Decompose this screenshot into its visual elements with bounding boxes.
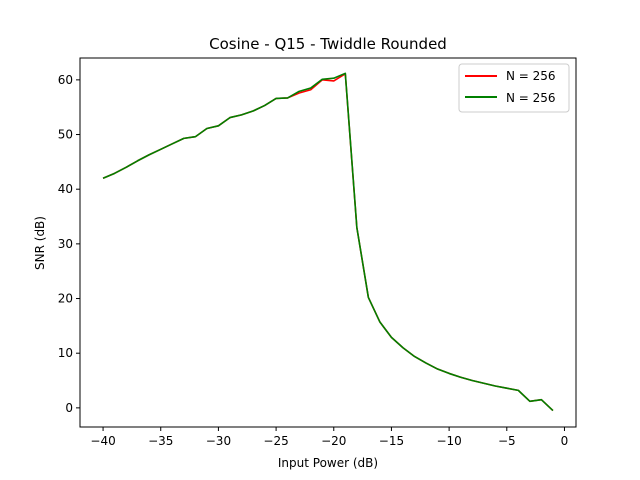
x-tick-label: −15	[379, 434, 404, 448]
y-axis-ticks: 0 10 20 30 40 50 60	[58, 73, 80, 415]
x-tick-label: −5	[498, 434, 516, 448]
plot-area: −40 −35 −30 −25 −20 −15 −10 −5 0 0 10 20 30 40 50 60	[58, 57, 577, 448]
legend-label-2: N = 256	[506, 91, 556, 105]
x-tick-label: −25	[263, 434, 288, 448]
y-tick-label: 60	[58, 73, 73, 87]
x-tick-label: −10	[436, 434, 461, 448]
x-axis-ticks: −40 −35 −30 −25 −20 −15 −10 −5 0	[90, 427, 568, 448]
y-tick-label: 40	[58, 182, 73, 196]
axes-frame	[79, 57, 577, 428]
chart-title: Cosine - Q15 - Twiddle Rounded	[209, 35, 447, 53]
legend-label-1: N = 256	[506, 69, 556, 83]
x-tick-label: −30	[206, 434, 231, 448]
y-axis-label: SNR (dB)	[33, 216, 47, 270]
y-tick-label: 50	[58, 128, 73, 142]
series-line-2	[102, 72, 554, 412]
y-tick-label: 0	[65, 401, 73, 415]
series-lines	[102, 72, 554, 412]
x-tick-label: −20	[321, 434, 346, 448]
x-tick-label: −35	[148, 434, 173, 448]
x-axis-label: Input Power (dB)	[278, 456, 378, 470]
y-tick-label: 10	[58, 346, 73, 360]
legend: N = 256 N = 256	[458, 63, 570, 113]
y-tick-label: 30	[58, 237, 73, 251]
y-tick-label: 20	[58, 292, 73, 306]
x-tick-label: −40	[90, 434, 115, 448]
x-tick-label: 0	[561, 434, 569, 448]
